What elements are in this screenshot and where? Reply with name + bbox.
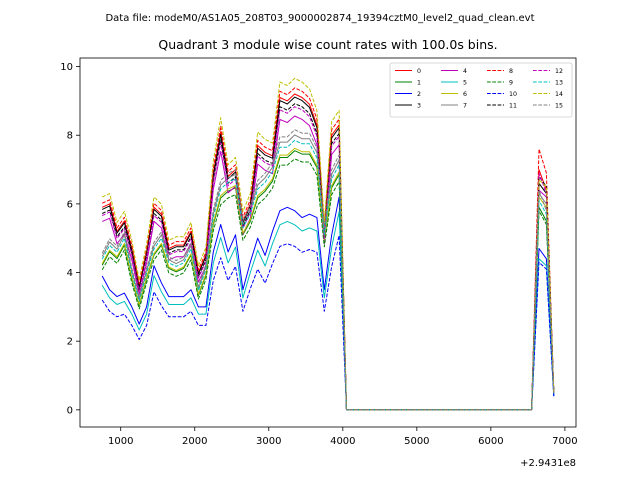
- x-axis: 1000 2000 3000 4000 5000 6000 7000: [108, 427, 578, 447]
- legend-label-4: 4: [463, 68, 467, 75]
- x-offset-label: +2.9431e8: [520, 458, 576, 469]
- chart-title: Quadrant 3 module wise count rates with …: [158, 37, 497, 52]
- x-tick-label: 4000: [330, 436, 355, 447]
- legend-label-11: 11: [509, 102, 517, 109]
- legend-label-6: 6: [463, 91, 467, 98]
- legend-box: [389, 62, 573, 118]
- x-tick-label: 2000: [182, 436, 207, 447]
- legend-label-9: 9: [509, 79, 513, 86]
- series-line-15: [101, 129, 555, 411]
- series-layer: [101, 77, 555, 411]
- y-tick-label: 2: [67, 337, 73, 348]
- y-tick-label: 6: [67, 199, 73, 210]
- series-line-14: [101, 77, 555, 411]
- legend-label-2: 2: [417, 91, 421, 98]
- series-line-10: [101, 235, 555, 411]
- x-tick-label: 3000: [256, 436, 281, 447]
- legend-label-7: 7: [463, 102, 467, 109]
- legend-label-3: 3: [417, 102, 421, 109]
- legend-label-5: 5: [463, 79, 467, 86]
- y-tick-label: 10: [60, 62, 73, 73]
- y-tick-label: 0: [67, 405, 73, 416]
- legend-label-12: 12: [555, 68, 563, 75]
- legend-label-1: 1: [417, 79, 421, 86]
- axes-frame: [79, 57, 577, 428]
- legend-label-0: 0: [417, 68, 421, 75]
- legend-label-15: 15: [555, 102, 563, 109]
- suptitle: Data file: modeM0/AS1A05_208T03_90000028…: [105, 13, 534, 24]
- y-tick-label: 4: [67, 268, 73, 279]
- x-tick-label: 1000: [108, 436, 133, 447]
- y-axis: 0 2 4 6 8 10: [60, 62, 80, 416]
- x-tick-label: 7000: [552, 436, 577, 447]
- legend-label-13: 13: [555, 79, 563, 86]
- x-tick-label: 5000: [404, 436, 429, 447]
- y-tick-label: 8: [67, 131, 73, 142]
- legend-label-8: 8: [509, 68, 513, 75]
- x-tick-label: 6000: [478, 436, 503, 447]
- legend-label-10: 10: [509, 91, 517, 98]
- series-line-12: [101, 106, 555, 411]
- legend-label-14: 14: [555, 91, 563, 98]
